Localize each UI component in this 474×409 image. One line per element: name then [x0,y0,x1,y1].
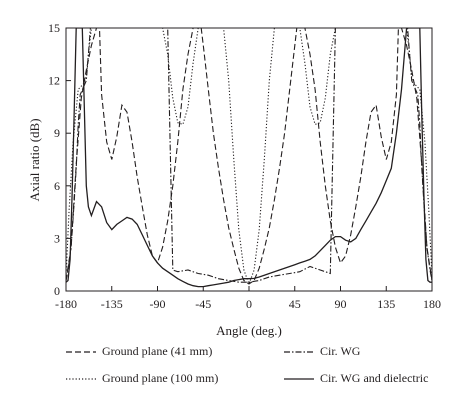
legend-swatch-solid [284,377,314,380]
y-tick-label: 6 [54,179,60,193]
y-tick-label: 15 [48,21,60,35]
legend-item-cir-wg-dielectric: Cir. WG and dielectric [284,371,428,386]
legend-label: Cir. WG [320,344,361,358]
y-axis-label: Axial ratio (dB) [27,118,42,201]
axial-ratio-chart: -180 -135 -90 -45 0 45 90 135 180 0 3 6 9 12 15 Angle … [27,21,441,338]
x-tick-label: 180 [423,297,441,311]
legend-label: Cir. WG and dielectric [320,371,429,385]
legend-item-cir-wg: Cir. WG [284,344,360,359]
x-tick-label: -90 [150,297,166,311]
legend-swatch-dashed [66,350,96,353]
y-tick-label: 0 [54,284,60,298]
y-tick-label: 3 [54,231,60,245]
legend-item-ground-100: Ground plane (100 mm) [66,371,218,386]
x-tick-label: 135 [377,297,395,311]
ticks-layer: -180 -135 -90 -45 0 45 90 135 180 0 3 6 9 12 15 [48,21,441,311]
x-tick-label: -180 [55,297,77,311]
legend-swatch-dashdot [284,350,314,353]
series-line-dashdot [66,28,432,283]
legend-label: Ground plane (100 mm) [102,371,219,385]
x-tick-label: 0 [246,297,252,311]
legend-swatch-dotted [66,377,96,380]
plot-frame [65,27,433,292]
series-line-dashed [66,28,432,285]
series-line-dotted [66,28,432,286]
x-tick-label: -135 [101,297,123,311]
x-tick-label: -45 [195,297,211,311]
x-tick-label: 45 [289,297,301,311]
legend: Ground plane (41 mm) Cir. WG Ground plan… [66,344,466,404]
x-axis-label: Angle (deg.) [216,323,282,338]
y-tick-label: 12 [48,74,60,88]
series-layer [66,28,432,288]
legend-item-ground-41: Ground plane (41 mm) [66,344,212,359]
x-tick-label: 90 [335,297,347,311]
y-tick-label: 9 [54,126,60,140]
series-line-solid [66,28,432,288]
legend-label: Ground plane (41 mm) [102,344,213,358]
